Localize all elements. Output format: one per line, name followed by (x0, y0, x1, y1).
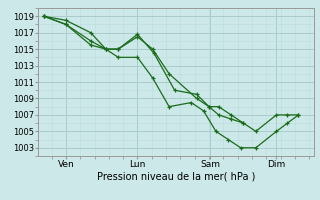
X-axis label: Pression niveau de la mer( hPa ): Pression niveau de la mer( hPa ) (97, 172, 255, 182)
